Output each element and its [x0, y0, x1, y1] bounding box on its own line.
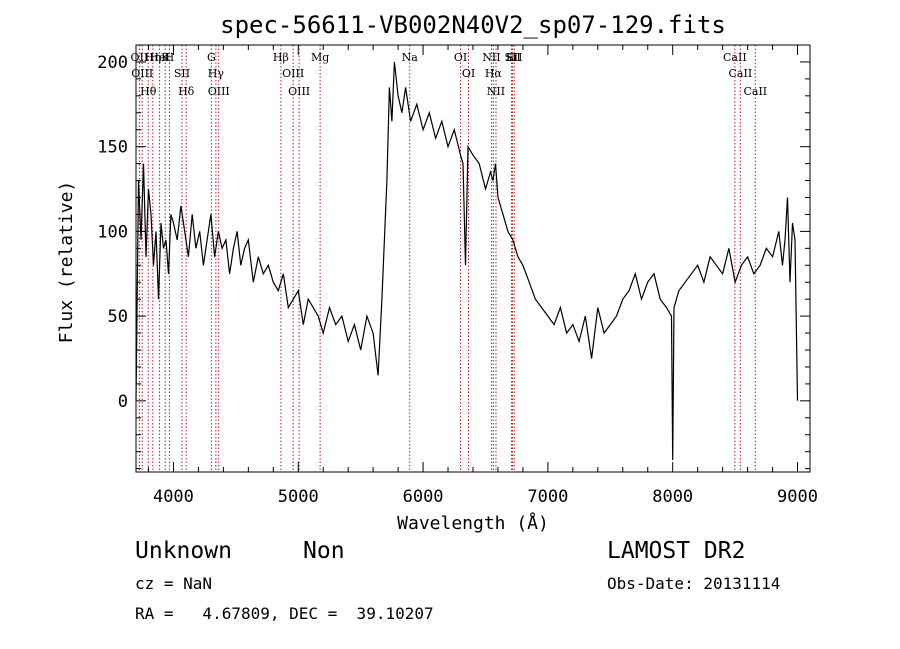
spectral-line-label: K	[161, 51, 170, 64]
spectral-line-label: Hη	[145, 51, 161, 64]
x-tick-label: 4000	[153, 487, 194, 507]
spectral-line-label: OIII	[208, 85, 230, 98]
plot-frame	[135, 44, 811, 473]
spectral-line-label: Hγ	[208, 67, 225, 80]
spectral-line-label: OI	[454, 51, 467, 64]
spectral-line-label: OI	[462, 67, 475, 80]
spectrum-line	[135, 61, 799, 461]
spectral-line-label: OIII	[282, 67, 304, 80]
spectral-line-label: CaII	[723, 51, 747, 64]
spectral-line-label: NII	[487, 85, 505, 98]
y-tick-label: 0	[118, 392, 128, 412]
spectral-line-label: H	[165, 51, 175, 64]
spectral-line-label: HeI	[149, 51, 169, 64]
object-class: Unknown	[135, 538, 232, 564]
x-tick-label: 5000	[278, 487, 319, 507]
x-tick-label: 9000	[777, 487, 818, 507]
x-axis-label: Wavelength (Å)	[397, 512, 549, 534]
spectral-line-label: Mg	[311, 51, 329, 64]
spectral-line-label: CaII	[743, 85, 767, 98]
observation-date: Obs-Date: 20131114	[607, 574, 781, 593]
spectral-line-label: Na	[402, 51, 419, 64]
spectral-line-label: SII	[174, 67, 190, 80]
x-tick-label: 8000	[652, 487, 693, 507]
spectral-line-label: Hα	[485, 67, 503, 80]
y-axis-label: Flux (relative)	[56, 181, 77, 344]
spectral-line-label: SII	[504, 51, 520, 64]
survey-name: LAMOST DR2	[607, 538, 746, 564]
axis-ticks: 4000 5000 6000 7000 8000 9000 0 50 100 150 200	[97, 44, 818, 507]
object-subclass: Non	[303, 538, 345, 564]
spectral-line-label: Li	[506, 51, 517, 64]
spectral-line-label: NII	[482, 51, 500, 64]
y-tick-label: 50	[108, 307, 128, 327]
spectral-line-label: OII	[131, 51, 149, 64]
spectral-line-label: Hβ	[273, 51, 289, 64]
spectral-line-label: OIII	[131, 67, 153, 80]
x-tick-label: 6000	[403, 487, 444, 507]
y-tick-label: 200	[97, 53, 128, 73]
y-tick-label: 150	[97, 138, 128, 158]
spectral-line-label: CaII	[729, 67, 753, 80]
redshift-value: cz = NaN	[135, 574, 213, 593]
chart-title: spec-56611-VB002N40V2_sp07-129.fits	[220, 11, 726, 39]
spectral-line-label: Hδ	[178, 85, 195, 98]
sky-coordinates: RA = 4.67809, DEC = 39.10207	[135, 604, 434, 623]
y-tick-label: 100	[97, 222, 128, 242]
spectral-line-label: Hθ	[140, 85, 157, 98]
spectral-line-label: OIII	[288, 85, 310, 98]
x-tick-label: 7000	[527, 487, 568, 507]
spectral-line-label: G	[207, 51, 216, 64]
spectral-line-label: SII	[506, 51, 522, 64]
